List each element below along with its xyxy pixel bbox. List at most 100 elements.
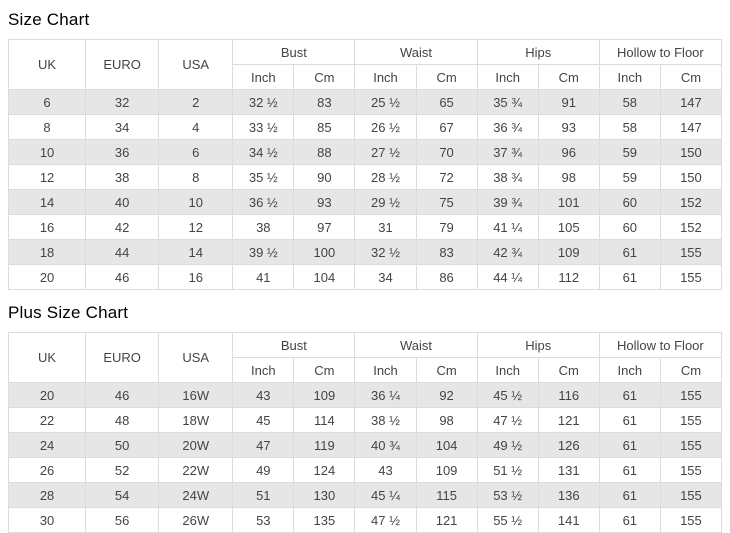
table-cell: 61 (598, 482, 661, 508)
table-cell: 44 ¼ (476, 264, 539, 290)
table-cell: 53 ½ (476, 482, 539, 508)
table-cell: 150 (659, 139, 723, 165)
header-group-row: UK EURO USA Bust Waist Hips Hollow to Fl… (7, 332, 723, 383)
table-cell: 65 (415, 89, 478, 115)
table-row: 8 34 4 33 ½ 85 26 ½ 67 36 ¾ 93 58 147 (7, 114, 723, 140)
table-cell: 86 (415, 264, 478, 290)
column-header-bust: Bust (232, 332, 356, 358)
table-cell: 114 (293, 407, 356, 433)
table-cell: 34 (354, 264, 417, 290)
table-cell: 44 (85, 239, 160, 265)
table-cell: 32 ½ (232, 89, 295, 115)
table-cell: 16 (7, 214, 87, 240)
table-cell: 26 (7, 457, 87, 483)
table-cell: 61 (598, 407, 661, 433)
table-cell: 97 (293, 214, 356, 240)
plus-size-chart-title: Plus Size Chart (8, 303, 129, 322)
table-cell: 49 (232, 457, 295, 483)
table-cell: 59 (598, 139, 661, 165)
column-header-usa: USA (158, 39, 234, 90)
size-chart-header: UK EURO USA Bust Waist Hips Hollow to Fl… (7, 39, 723, 90)
column-header-hips: Hips (476, 332, 600, 358)
table-cell: 67 (415, 114, 478, 140)
plus-size-chart-body: 20 46 16W 43 109 36 ¼ 92 45 ½ 116 61 155 22 48 18W 45 1… (7, 382, 723, 533)
column-header-euro: EURO (85, 332, 160, 383)
table-row: 10 36 6 34 ½ 88 27 ½ 70 37 ¾ 96 59 150 (7, 139, 723, 165)
table-cell: 119 (293, 432, 356, 458)
column-header-hips-cm: Cm (537, 64, 600, 90)
table-cell: 61 (598, 264, 661, 290)
table-cell: 53 (232, 507, 295, 533)
table-cell: 32 ½ (354, 239, 417, 265)
table-cell: 45 ½ (476, 382, 539, 408)
size-chart-table: UK EURO USA Bust Waist Hips Hollow to Fl… (7, 39, 723, 290)
column-header-euro: EURO (85, 39, 160, 90)
table-cell: 20 (7, 264, 87, 290)
table-cell: 34 ½ (232, 139, 295, 165)
table-cell: 30 (7, 507, 87, 533)
table-row: 22 48 18W 45 114 38 ½ 98 47 ½ 121 61 155 (7, 407, 723, 433)
size-chart-title: Size Chart (8, 10, 90, 29)
column-header-waist-inch: Inch (354, 64, 417, 90)
table-cell: 16 (158, 264, 234, 290)
column-header-waist-cm: Cm (415, 64, 478, 90)
table-cell: 61 (598, 457, 661, 483)
table-cell: 6 (158, 139, 234, 165)
table-cell: 130 (293, 482, 356, 508)
table-row: 30 56 26W 53 135 47 ½ 121 55 ½ 141 61 155 (7, 507, 723, 533)
table-cell: 54 (85, 482, 160, 508)
table-cell: 60 (598, 214, 661, 240)
table-cell: 121 (415, 507, 478, 533)
table-cell: 36 ¼ (354, 382, 417, 408)
table-cell: 152 (659, 214, 723, 240)
table-cell: 61 (598, 432, 661, 458)
table-cell: 109 (293, 382, 356, 408)
table-cell: 4 (158, 114, 234, 140)
table-cell: 48 (85, 407, 160, 433)
table-row: 20 46 16 41 104 34 86 44 ¼ 112 61 155 (7, 264, 723, 290)
table-cell: 141 (537, 507, 600, 533)
table-cell: 85 (293, 114, 356, 140)
table-cell: 155 (659, 382, 723, 408)
table-cell: 61 (598, 239, 661, 265)
table-cell: 42 (85, 214, 160, 240)
table-row: 16 42 12 38 97 31 79 41 ¼ 105 60 152 (7, 214, 723, 240)
column-header-bust-inch: Inch (232, 357, 295, 383)
table-cell: 26W (158, 507, 234, 533)
table-cell: 101 (537, 189, 600, 215)
table-cell: 104 (293, 264, 356, 290)
table-row: 12 38 8 35 ½ 90 28 ½ 72 38 ¾ 98 59 150 (7, 164, 723, 190)
column-header-hollow-cm: Cm (659, 64, 723, 90)
column-header-hips: Hips (476, 39, 600, 65)
table-cell: 40 ¾ (354, 432, 417, 458)
table-cell: 155 (659, 264, 723, 290)
plus-size-chart-table: UK EURO USA Bust Waist Hips Hollow to Fl… (7, 332, 723, 533)
table-cell: 147 (659, 114, 723, 140)
table-cell: 155 (659, 239, 723, 265)
table-cell: 90 (293, 164, 356, 190)
table-cell: 83 (415, 239, 478, 265)
column-header-hollow-to-floor: Hollow to Floor (598, 332, 723, 358)
column-header-bust-cm: Cm (293, 357, 356, 383)
table-cell: 36 ½ (232, 189, 295, 215)
column-header-hips-cm: Cm (537, 357, 600, 383)
table-cell: 41 ¼ (476, 214, 539, 240)
table-cell: 135 (293, 507, 356, 533)
table-cell: 98 (415, 407, 478, 433)
table-cell: 50 (85, 432, 160, 458)
table-cell: 58 (598, 89, 661, 115)
table-cell: 28 (7, 482, 87, 508)
table-row: 14 40 10 36 ½ 93 29 ½ 75 39 ¾ 101 60 152 (7, 189, 723, 215)
table-cell: 60 (598, 189, 661, 215)
table-cell: 42 ¾ (476, 239, 539, 265)
table-cell: 112 (537, 264, 600, 290)
table-cell: 38 (232, 214, 295, 240)
table-cell: 18 (7, 239, 87, 265)
table-cell: 10 (158, 189, 234, 215)
table-cell: 39 ¾ (476, 189, 539, 215)
table-cell: 2 (158, 89, 234, 115)
table-cell: 36 ¾ (476, 114, 539, 140)
column-header-waist-cm: Cm (415, 357, 478, 383)
table-cell: 61 (598, 507, 661, 533)
